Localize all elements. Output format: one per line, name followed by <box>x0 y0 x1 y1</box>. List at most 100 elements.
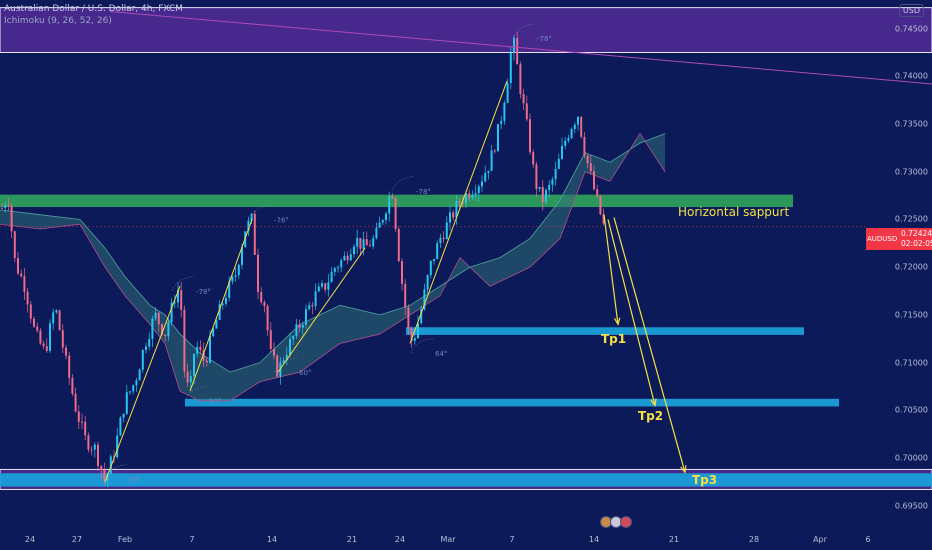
candle-body <box>439 237 442 244</box>
tp2-zone <box>185 398 839 407</box>
candle-body <box>497 124 499 152</box>
candle-body <box>196 346 199 354</box>
time-tick: 7 <box>509 535 515 544</box>
candle-body <box>516 38 519 65</box>
candle-body <box>189 376 192 383</box>
candle-body <box>330 271 333 283</box>
candle-body <box>417 323 419 339</box>
candle-body <box>164 334 167 337</box>
candle-body <box>148 338 151 347</box>
candle-body <box>490 150 493 171</box>
event-icon[interactable] <box>620 516 632 528</box>
cloud-segment <box>440 257 470 296</box>
candle-body <box>81 421 83 423</box>
time-tick: 24 <box>24 535 36 544</box>
angle-label: 60° <box>129 476 141 484</box>
cloud-segment <box>0 209 40 229</box>
candle-body <box>452 212 455 218</box>
cloud-segment <box>460 257 500 287</box>
angle-arc <box>410 338 434 354</box>
candle-body <box>132 385 135 392</box>
candle-body <box>538 186 541 189</box>
candle-body <box>65 347 67 356</box>
candle-body <box>388 196 391 214</box>
time-tick: 28 <box>748 535 760 544</box>
angle-label: -78° <box>196 288 211 296</box>
candle-body <box>36 326 39 331</box>
candle-body <box>116 435 119 458</box>
candle-body <box>209 335 211 363</box>
price-tick: 0.72000 <box>894 262 928 272</box>
price-symbol: AUDUSD <box>867 235 898 243</box>
candle-body <box>317 286 320 292</box>
candle-body <box>87 435 90 450</box>
target-arrow <box>613 217 686 473</box>
candle-body <box>157 312 160 325</box>
time-tick: 6 <box>865 535 871 544</box>
economic-events[interactable] <box>600 516 634 528</box>
arrow-head <box>650 398 657 407</box>
candle-body <box>273 349 275 356</box>
cloud-segment <box>340 305 380 344</box>
candle-body <box>247 220 250 232</box>
time-tick: 24 <box>394 535 406 544</box>
candle-body <box>513 38 515 53</box>
candle-body <box>276 355 279 377</box>
price-tick: 0.73500 <box>894 119 928 129</box>
candle-body <box>346 255 349 261</box>
indicator-label[interactable]: Ichimoku (9, 26, 52, 26) <box>4 16 112 26</box>
candle-body <box>241 247 243 265</box>
candle-body <box>151 318 154 339</box>
horizontal-support-label: Horizontal sappurt <box>678 205 790 219</box>
candle-body <box>180 290 183 310</box>
price-tick: 0.70000 <box>894 453 928 463</box>
candle-body <box>109 456 112 474</box>
candle-body <box>68 355 71 378</box>
candle-body <box>205 360 208 363</box>
angle-arc <box>391 176 415 191</box>
currency-badge[interactable]: USD <box>898 4 924 17</box>
candle-body <box>564 140 567 146</box>
candle-body <box>13 231 16 259</box>
candle-body <box>535 164 538 189</box>
swing-line <box>277 247 366 373</box>
candle-body <box>263 302 266 307</box>
trendline <box>109 10 932 85</box>
candle-body <box>372 238 375 247</box>
candle-body <box>289 339 291 355</box>
candle-body <box>29 304 32 319</box>
angle-label: 60° <box>299 369 311 377</box>
candle-body <box>305 309 307 325</box>
candle-body <box>228 281 231 298</box>
candle-body <box>394 198 397 230</box>
angle-label: -76° <box>274 216 289 224</box>
time-tick: 14 <box>266 535 278 544</box>
last-price-badge: AUDUSD 0.72424 02:02:05 <box>866 228 932 250</box>
candle-body <box>567 137 570 141</box>
candle-body <box>119 417 122 436</box>
candle-body <box>154 312 157 319</box>
candle-body <box>333 268 336 272</box>
time-tick: 14 <box>588 535 600 544</box>
time-tick: 21 <box>346 535 358 544</box>
candle-body <box>145 346 147 350</box>
candle-body <box>324 283 327 290</box>
candle-body <box>234 275 237 277</box>
candle-body <box>135 380 138 386</box>
candle-body <box>202 349 205 361</box>
candle-body <box>161 324 163 335</box>
candle-body <box>199 346 202 350</box>
angle-label: 60° <box>209 398 221 406</box>
candle-body <box>532 152 535 165</box>
candle-body <box>285 354 288 361</box>
candle-body <box>369 245 371 247</box>
candle-body <box>407 307 410 329</box>
candle-body <box>10 205 13 232</box>
candle-body <box>545 190 547 202</box>
angle-label: -78° <box>416 188 431 196</box>
candle-body <box>436 243 439 260</box>
candle-body <box>548 184 551 191</box>
candle-body <box>580 116 583 137</box>
candle-body <box>529 119 531 153</box>
